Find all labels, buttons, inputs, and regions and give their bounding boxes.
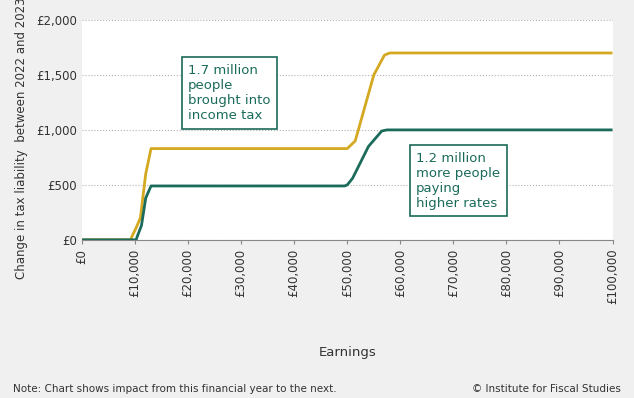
Text: 1.7 million
people
brought into
income tax: 1.7 million people brought into income t… bbox=[188, 64, 271, 122]
Text: Note: Chart shows impact from this financial year to the next.: Note: Chart shows impact from this finan… bbox=[13, 384, 336, 394]
Text: 1.2 million
more people
paying
higher rates: 1.2 million more people paying higher ra… bbox=[417, 152, 500, 210]
X-axis label: Earnings: Earnings bbox=[318, 346, 376, 359]
Y-axis label: Change in tax liability  between 2022 and 2023 FY: Change in tax liability between 2022 and… bbox=[15, 0, 28, 279]
Text: © Institute for Fiscal Studies: © Institute for Fiscal Studies bbox=[472, 384, 621, 394]
